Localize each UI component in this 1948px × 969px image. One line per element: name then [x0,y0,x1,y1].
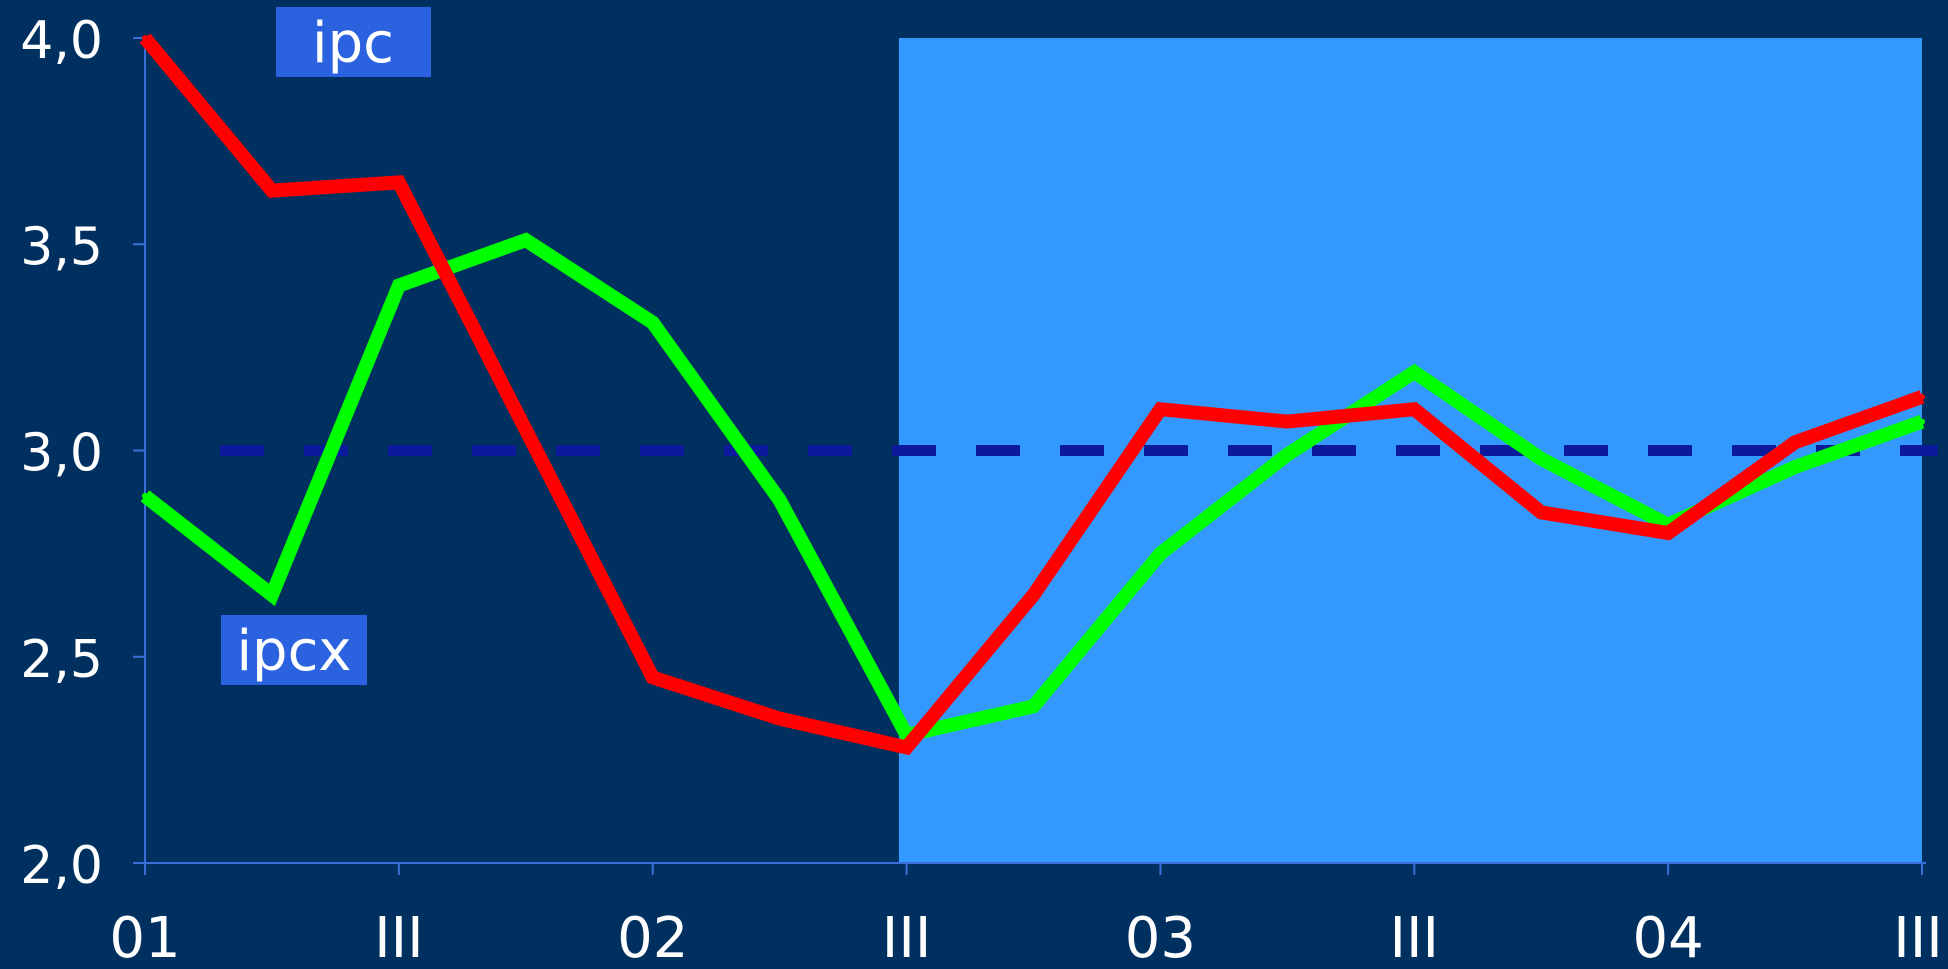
x-tick-label: 01 [109,906,180,964]
ipcx-data-point [522,237,529,244]
ipcx-label-box [221,615,367,685]
ipc-data-point [1157,406,1164,413]
y-tick-label: 4,0 [20,11,103,71]
ipcx-data-point [1792,464,1799,470]
ipc-data-point [1538,509,1545,516]
ipcx-series-label: ipcx [236,619,351,684]
ipc-data-point [142,35,148,41]
ipcx-data-point [1919,418,1925,425]
x-tick-label: III [1390,906,1440,964]
ipcx-data-point [395,282,402,289]
x-tick-label: 04 [1633,906,1704,964]
tick-labels: 2,0 2,5 3,0 3,5 4,0 01 III 02 III 03 III 04 III [20,11,1943,969]
x-tick-label: III [1893,906,1943,964]
ipc-data-point [1411,406,1418,413]
ipcx-data-point [1411,369,1418,376]
x-tick-label: III [374,906,424,964]
ipc-series-label: ipc [312,11,394,76]
ipcx-data-point [142,492,148,499]
ipc-data-point [268,187,275,194]
ipc-data-point [395,179,402,186]
ipcx-data-point [776,497,783,503]
y-tick-label: 3,5 [20,217,103,277]
ipcx-data-point [268,591,275,598]
ipcx-data-point [1030,703,1037,710]
ipc-data-point [1919,393,1925,400]
ipcx-data-point [1157,550,1164,557]
ipc-data-point [1792,439,1799,446]
y-tick-label: 2,5 [20,630,103,690]
ipc-data-point [1030,591,1037,598]
y-tick-label: 2,0 [20,836,103,896]
series-labels: ipc ipcx [221,7,431,685]
ipcx-data-point [1538,455,1545,462]
ipc-data-point [649,674,656,681]
ipc-label-box [276,7,431,77]
x-tick-label: 02 [617,906,688,964]
ipc-data-point [522,426,529,433]
y-tick-label: 3,0 [20,424,103,484]
ipc-data-point [903,744,910,751]
ipc-data-point [776,715,783,722]
series-layer [139,33,1925,756]
ipcx-data-point [1284,451,1291,458]
ipcx-data-point [649,319,656,326]
x-tick-label: 03 [1125,906,1196,964]
ipc-data-point [1284,418,1291,425]
x-tick-label: III [882,906,932,964]
ipc-data-point [1665,530,1672,536]
